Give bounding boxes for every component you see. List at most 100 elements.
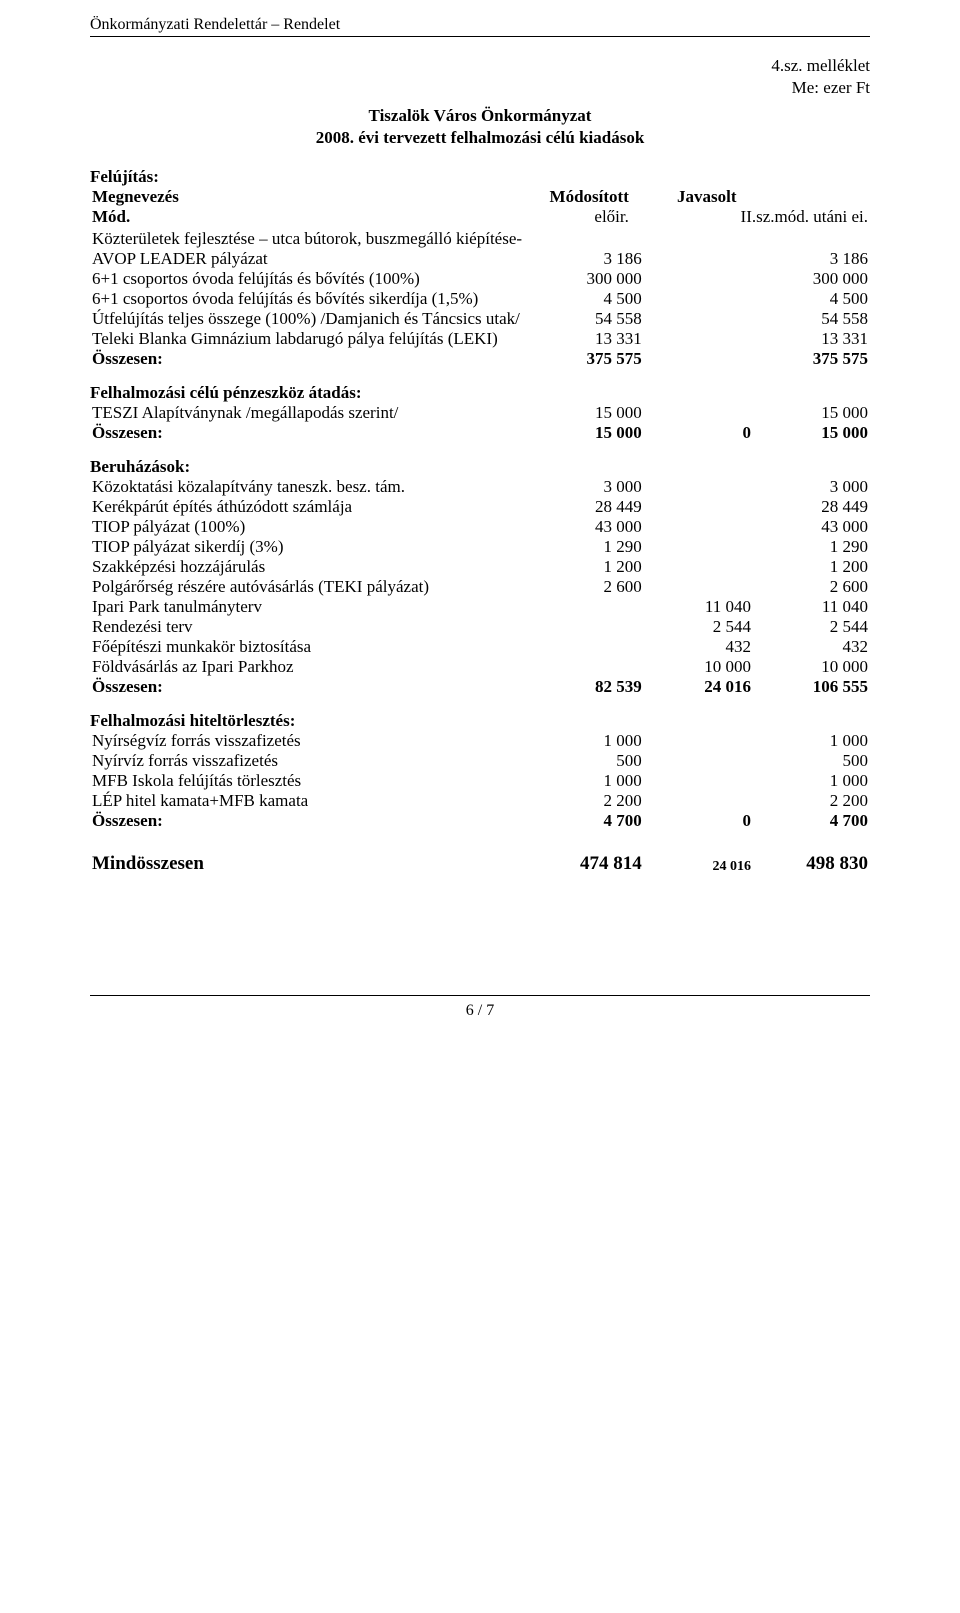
grand-c1: 474 814 <box>527 853 644 875</box>
section-heading-felujitas: Felújítás: <box>90 167 870 187</box>
table-atadas: TESZI Alapítványnak /megállapodás szerin… <box>90 403 870 443</box>
row-col3: 10 000 <box>753 657 870 677</box>
row-col1: 15 000 <box>527 403 644 423</box>
total-c2 <box>644 349 753 369</box>
row-label: Földvásárlás az Ipari Parkhoz <box>90 657 527 677</box>
row-label: Polgárőrség részére autóvásárlás (TEKI p… <box>90 577 527 597</box>
row-label: 6+1 csoportos óvoda felújítás és bővítés… <box>90 269 527 289</box>
total-c3: 106 555 <box>753 677 870 697</box>
table-hitel: Nyírségvíz forrás visszafizetés1 0001 00… <box>90 731 870 831</box>
row-col2 <box>644 229 753 249</box>
total-c3: 15 000 <box>753 423 870 443</box>
row-col3: 13 331 <box>753 329 870 349</box>
row-col2 <box>644 751 753 771</box>
row-col2 <box>644 477 753 497</box>
grand-label: Mindösszesen <box>90 853 527 875</box>
row-col1: 1 000 <box>527 731 644 751</box>
column-header-table: Megnevezés Módosított Javasolt Mód. elői… <box>90 187 870 227</box>
row-col3: 300 000 <box>753 269 870 289</box>
row-col3: 28 449 <box>753 497 870 517</box>
col-javasolt: Javasolt <box>631 187 739 207</box>
row-label: Rendezési terv <box>90 617 527 637</box>
table-row: Főépítészi munkakör biztosítása432432 <box>90 637 870 657</box>
table-row: Szakképzési hozzájárulás1 2001 200 <box>90 557 870 577</box>
section-heading-beruhazasok: Beruházások: <box>90 457 870 477</box>
table-row: Útfelújítás teljes összege (100%) /Damja… <box>90 309 870 329</box>
header-rule <box>90 36 870 37</box>
total-c2: 0 <box>644 423 753 443</box>
row-col1: 300 000 <box>527 269 644 289</box>
row-col3: 432 <box>753 637 870 657</box>
table-row: Földvásárlás az Ipari Parkhoz 10 00010 00… <box>90 657 870 677</box>
top-right-block: 4.sz. melléklet Me: ezer Ft <box>90 55 870 99</box>
col-eloir: előir. <box>515 207 631 227</box>
col-blank <box>739 187 871 207</box>
row-col3: 1 000 <box>753 771 870 791</box>
row-col1: 43 000 <box>527 517 644 537</box>
row-col1: 4 500 <box>527 289 644 309</box>
row-label: Szakképzési hozzájárulás <box>90 557 527 577</box>
total-c2: 24 016 <box>644 677 753 697</box>
table-row: AVOP LEADER pályázat3 1863 186 <box>90 249 870 269</box>
row-label: Nyírvíz forrás visszafizetés <box>90 751 527 771</box>
row-label: Főépítészi munkakör biztosítása <box>90 637 527 657</box>
grand-total-table: Mindösszesen 474 814 24 016 498 830 <box>90 853 870 875</box>
col-utani: II.sz.mód. utáni ei. <box>739 207 871 227</box>
row-col1: 28 449 <box>527 497 644 517</box>
row-col1: 1 000 <box>527 771 644 791</box>
row-col1: 13 331 <box>527 329 644 349</box>
total-label: Összesen: <box>90 677 527 697</box>
row-col3: 11 040 <box>753 597 870 617</box>
row-label: TIOP pályázat (100%) <box>90 517 527 537</box>
row-col1: 500 <box>527 751 644 771</box>
row-col2: 2 544 <box>644 617 753 637</box>
row-col2: 10 000 <box>644 657 753 677</box>
row-label: Útfelújítás teljes összege (100%) /Damja… <box>90 309 527 329</box>
row-col2 <box>644 269 753 289</box>
row-col3: 43 000 <box>753 517 870 537</box>
row-col3: 2 544 <box>753 617 870 637</box>
col-name: Megnevezés <box>90 187 515 207</box>
table-row: Nyírvíz forrás visszafizetés500500 <box>90 751 870 771</box>
table-felujitas: Közterületek fejlesztése – utca bútorok,… <box>90 229 870 369</box>
row-label: TESZI Alapítványnak /megállapodás szerin… <box>90 403 527 423</box>
table-row: Közoktatási közalapítvány taneszk. besz.… <box>90 477 870 497</box>
col-modositott: Módosított <box>515 187 631 207</box>
grand-c3: 498 830 <box>753 853 870 875</box>
row-label: Ipari Park tanulmányterv <box>90 597 527 617</box>
total-label: Összesen: <box>90 811 527 831</box>
total-c1: 82 539 <box>527 677 644 697</box>
row-col1 <box>527 597 644 617</box>
row-label: TIOP pályázat sikerdíj (3%) <box>90 537 527 557</box>
row-col3: 54 558 <box>753 309 870 329</box>
section-heading-atadas: Felhalmozási célú pénzeszköz átadás: <box>90 383 870 403</box>
title-line2: 2008. évi tervezett felhalmozási célú ki… <box>90 127 870 149</box>
row-col2 <box>644 309 753 329</box>
table-row: Ipari Park tanulmányterv 11 04011 040 <box>90 597 870 617</box>
col-mod-prefix: Mód. <box>90 207 515 227</box>
row-col1 <box>527 637 644 657</box>
row-col2 <box>644 497 753 517</box>
title-block: Tiszalök Város Önkormányzat 2008. évi te… <box>90 105 870 149</box>
grand-c2: 24 016 <box>644 853 753 875</box>
table-row: Nyírségvíz forrás visszafizetés1 0001 00… <box>90 731 870 751</box>
row-col3: 2 600 <box>753 577 870 597</box>
table-beruhazasok: Közoktatási közalapítvány taneszk. besz.… <box>90 477 870 697</box>
table-row: Polgárőrség részére autóvásárlás (TEKI p… <box>90 577 870 597</box>
row-col3: 15 000 <box>753 403 870 423</box>
table-row: LÉP hitel kamata+MFB kamata2 2002 200 <box>90 791 870 811</box>
total-label: Összesen: <box>90 349 527 369</box>
row-col2: 11 040 <box>644 597 753 617</box>
row-col2 <box>644 537 753 557</box>
table-row: TESZI Alapítványnak /megállapodás szerin… <box>90 403 870 423</box>
total-c1: 15 000 <box>527 423 644 443</box>
table-row: 6+1 csoportos óvoda felújítás és bővítés… <box>90 289 870 309</box>
page: Önkormányzati Rendelettár – Rendelet 4.s… <box>0 0 960 1050</box>
row-col3: 1 200 <box>753 557 870 577</box>
total-c3: 4 700 <box>753 811 870 831</box>
row-col2 <box>644 771 753 791</box>
row-col1: 3 000 <box>527 477 644 497</box>
row-col3: 3 000 <box>753 477 870 497</box>
row-col3: 3 186 <box>753 249 870 269</box>
row-col2 <box>644 289 753 309</box>
